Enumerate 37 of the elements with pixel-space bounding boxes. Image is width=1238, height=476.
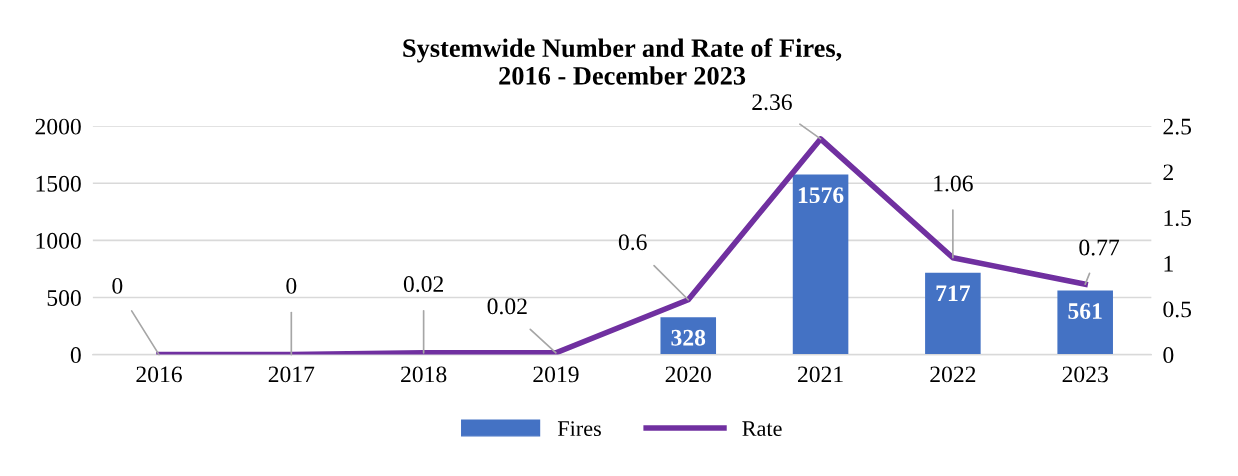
bar bbox=[925, 272, 981, 355]
x-tick-label: 2019 bbox=[533, 366, 579, 383]
bar bbox=[1057, 290, 1113, 355]
legend-label: Rate bbox=[742, 421, 782, 437]
data-label: 328 bbox=[671, 329, 706, 346]
bar bbox=[792, 174, 849, 355]
legend-label: Fires bbox=[557, 421, 601, 437]
x-tick-label: 2020 bbox=[665, 366, 711, 383]
data-label: 2.36 bbox=[752, 94, 792, 111]
y2-tick-label: 2.5 bbox=[1163, 118, 1192, 135]
data-label: 1576 bbox=[798, 187, 844, 204]
y2-tick-label: 0.5 bbox=[1163, 301, 1192, 318]
y2-tick-label: 2 bbox=[1163, 164, 1173, 181]
y-tick-label: 0 bbox=[70, 347, 81, 364]
data-label: 0.6 bbox=[618, 234, 647, 251]
x-tick-label: 2018 bbox=[401, 366, 447, 383]
data-label: 0 bbox=[112, 277, 123, 294]
data-label: 0.02 bbox=[403, 276, 443, 293]
y-tick-label: 1000 bbox=[36, 232, 81, 249]
data-label: 1.06 bbox=[934, 175, 973, 192]
y-tick-label: 1500 bbox=[36, 175, 81, 192]
data-label: 717 bbox=[936, 285, 971, 302]
x-tick-label: 2022 bbox=[930, 366, 976, 383]
y2-tick-label: 1.5 bbox=[1164, 210, 1192, 227]
data-label: 0.77 bbox=[1079, 239, 1120, 256]
x-tick-label: 2016 bbox=[136, 366, 182, 383]
data-label: 0.02 bbox=[487, 298, 527, 315]
data-label: 0 bbox=[286, 277, 297, 294]
data-label: 561 bbox=[1068, 303, 1102, 320]
y-tick-label: 500 bbox=[47, 289, 81, 306]
x-tick-label: 2023 bbox=[1062, 366, 1108, 383]
x-tick-label: 2021 bbox=[797, 366, 843, 383]
y2-tick-label: 1 bbox=[1164, 255, 1173, 272]
chart-title: Systemwide Number and Rate of Fires, 2016 - December 2023 bbox=[403, 38, 842, 85]
x-tick-label: 2017 bbox=[268, 366, 315, 383]
y-tick-label: 2000 bbox=[35, 118, 81, 135]
y2-tick-label: 0 bbox=[1163, 347, 1174, 364]
